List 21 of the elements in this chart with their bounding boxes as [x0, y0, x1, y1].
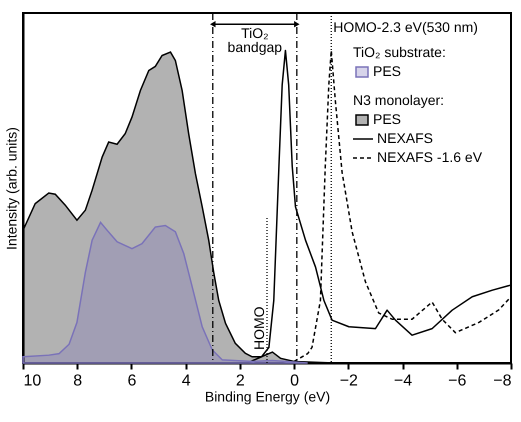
y-axis-title: Intensity (arb. units)	[4, 127, 20, 250]
x-axis-title: Binding Energy (eV)	[204, 388, 330, 404]
annotation: TiO₂ bandgap	[228, 25, 282, 55]
x-tick-label: 4	[182, 372, 191, 390]
legend-label: NEXAFS -1.6 eV	[377, 149, 483, 165]
x-tick-label: −2	[340, 372, 358, 390]
x-tick-label: 2	[236, 372, 245, 390]
x-tick-label: 6	[127, 372, 136, 390]
x-tick-label: −4	[394, 372, 412, 390]
x-tick-label: 0	[290, 372, 300, 390]
annotation: N3 monolayer:	[353, 92, 444, 108]
x-tick-label: −8	[493, 372, 512, 390]
legend-label: PES	[373, 63, 402, 79]
x-tick-label: −6	[448, 372, 466, 390]
legend-label: NEXAFS	[377, 130, 434, 146]
ref-line-label: HOMO-2.3 eV(530 nm)	[333, 19, 478, 35]
x-tick-label: 8	[73, 372, 82, 390]
ref-line-label: HOMO	[251, 306, 267, 350]
x-tick-label: 10	[24, 372, 42, 390]
annotation: TiO₂ substrate:	[353, 44, 446, 60]
legend-label: PES	[373, 111, 402, 127]
